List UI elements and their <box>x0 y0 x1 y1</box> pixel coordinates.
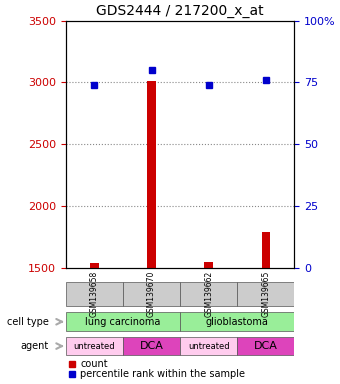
Text: lung carcinoma: lung carcinoma <box>85 317 161 327</box>
Bar <box>204 262 213 268</box>
Bar <box>90 263 99 268</box>
Text: GSM139662: GSM139662 <box>204 271 213 317</box>
FancyBboxPatch shape <box>123 281 180 306</box>
FancyBboxPatch shape <box>237 281 294 306</box>
Text: GSM139665: GSM139665 <box>261 270 270 317</box>
Text: agent: agent <box>20 341 49 351</box>
Text: GSM139670: GSM139670 <box>147 270 156 317</box>
Text: glioblastoma: glioblastoma <box>206 317 269 327</box>
FancyBboxPatch shape <box>66 337 123 356</box>
FancyBboxPatch shape <box>180 337 237 356</box>
Title: GDS2444 / 217200_x_at: GDS2444 / 217200_x_at <box>96 4 264 18</box>
Text: percentile rank within the sample: percentile rank within the sample <box>80 369 245 379</box>
Text: GSM139658: GSM139658 <box>90 271 99 317</box>
FancyBboxPatch shape <box>180 281 237 306</box>
Text: untreated: untreated <box>188 342 230 351</box>
Text: DCA: DCA <box>254 341 278 351</box>
FancyBboxPatch shape <box>180 313 294 331</box>
FancyBboxPatch shape <box>66 313 180 331</box>
Text: DCA: DCA <box>140 341 164 351</box>
Text: untreated: untreated <box>73 342 115 351</box>
FancyBboxPatch shape <box>123 337 180 356</box>
FancyBboxPatch shape <box>237 337 294 356</box>
FancyBboxPatch shape <box>66 281 123 306</box>
Text: count: count <box>80 359 108 369</box>
Text: cell type: cell type <box>7 317 49 327</box>
Bar <box>261 232 270 268</box>
Bar <box>147 81 156 268</box>
